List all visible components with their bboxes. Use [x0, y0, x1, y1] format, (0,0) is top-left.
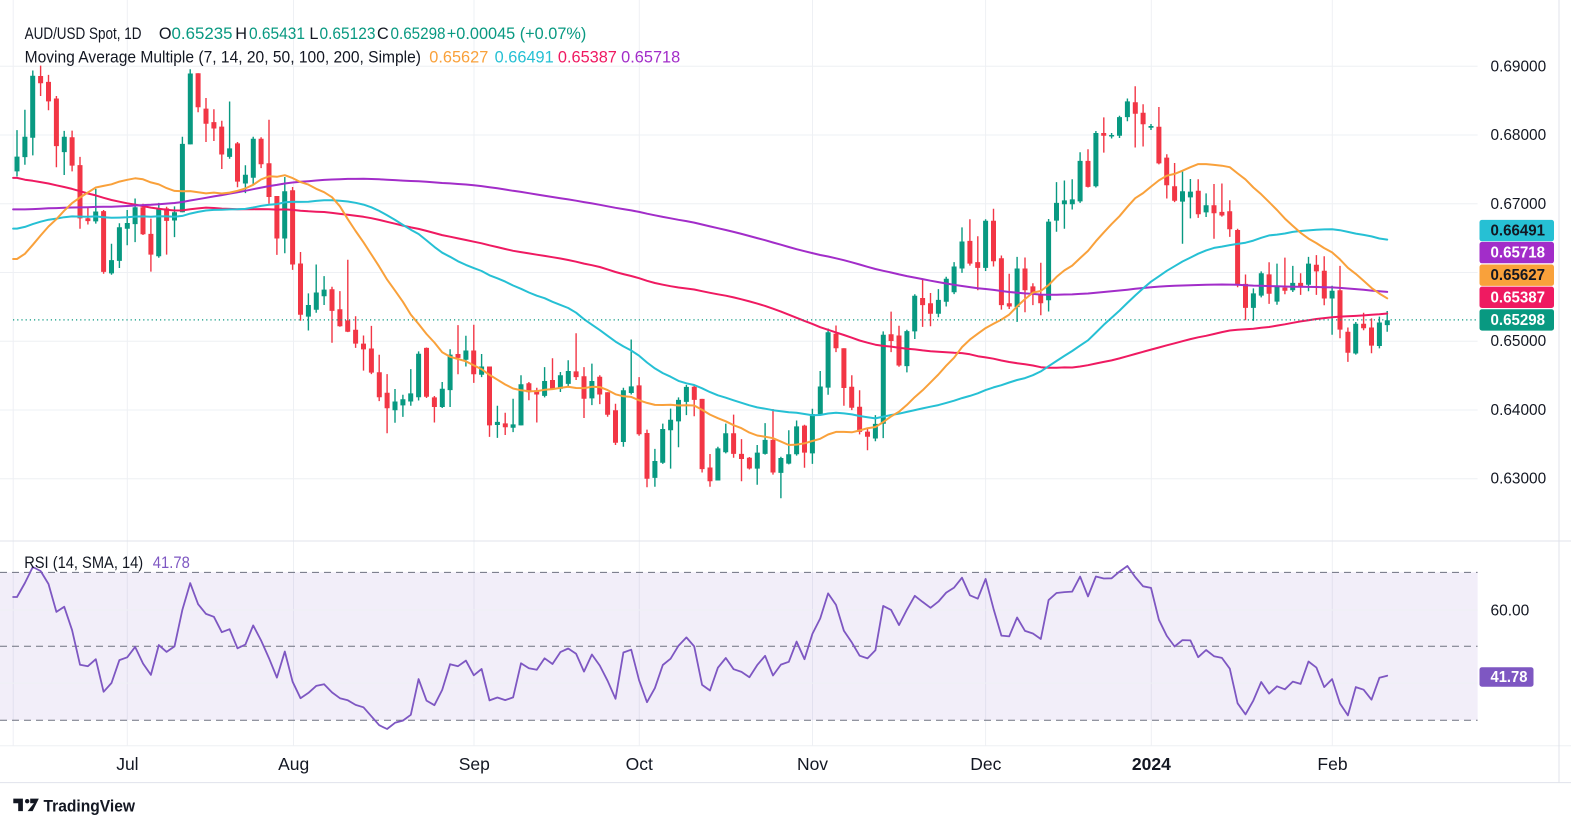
svg-text:0.66491: 0.66491 [1491, 223, 1546, 240]
svg-text:AUD/USD Spot, 1D: AUD/USD Spot, 1D [25, 25, 142, 43]
svg-text:0.65235: 0.65235 [172, 25, 233, 43]
svg-text:0.65627: 0.65627 [429, 49, 488, 67]
svg-text:O: O [159, 25, 172, 43]
svg-text:H: H [235, 25, 247, 43]
svg-text:+0.00045 (+0.07%): +0.00045 (+0.07%) [447, 25, 587, 43]
svg-text:41.78: 41.78 [1491, 669, 1528, 686]
svg-text:0.64000: 0.64000 [1491, 402, 1547, 419]
svg-text:0.65123: 0.65123 [320, 25, 376, 43]
svg-text:0.63000: 0.63000 [1491, 471, 1547, 488]
svg-text:TradingView: TradingView [44, 798, 136, 816]
svg-text:41.78: 41.78 [153, 554, 190, 572]
svg-text:Dec: Dec [970, 754, 1001, 774]
svg-text:0.65298: 0.65298 [391, 25, 446, 43]
svg-text:Nov: Nov [797, 754, 828, 774]
svg-text:0.65431: 0.65431 [249, 25, 305, 43]
svg-text:0.66491: 0.66491 [495, 49, 554, 67]
svg-text:0.68000: 0.68000 [1491, 127, 1547, 144]
svg-text:0.65387: 0.65387 [1491, 289, 1546, 306]
svg-text:0.69000: 0.69000 [1491, 58, 1547, 75]
svg-text:Oct: Oct [626, 754, 653, 774]
svg-text:0.65387: 0.65387 [558, 49, 617, 67]
svg-text:C: C [377, 25, 389, 43]
svg-text:Feb: Feb [1317, 754, 1347, 774]
svg-text:60.00: 60.00 [1491, 603, 1530, 620]
svg-text:0.65298: 0.65298 [1491, 312, 1546, 329]
svg-text:0.65718: 0.65718 [1491, 245, 1546, 262]
svg-text:0.67000: 0.67000 [1491, 196, 1547, 213]
svg-text:2024: 2024 [1132, 754, 1171, 774]
svg-text:RSI (14, SMA, 14): RSI (14, SMA, 14) [24, 554, 143, 572]
svg-text:Moving Average Multiple (7, 14: Moving Average Multiple (7, 14, 20, 50, … [25, 49, 421, 67]
svg-text:0.65718: 0.65718 [621, 49, 680, 67]
svg-text:Sep: Sep [459, 754, 490, 774]
svg-text:L: L [309, 25, 318, 43]
svg-text:Jul: Jul [116, 754, 138, 774]
svg-text:0.65000: 0.65000 [1491, 333, 1547, 350]
svg-text:Aug: Aug [278, 754, 309, 774]
svg-text:0.65627: 0.65627 [1491, 267, 1546, 284]
